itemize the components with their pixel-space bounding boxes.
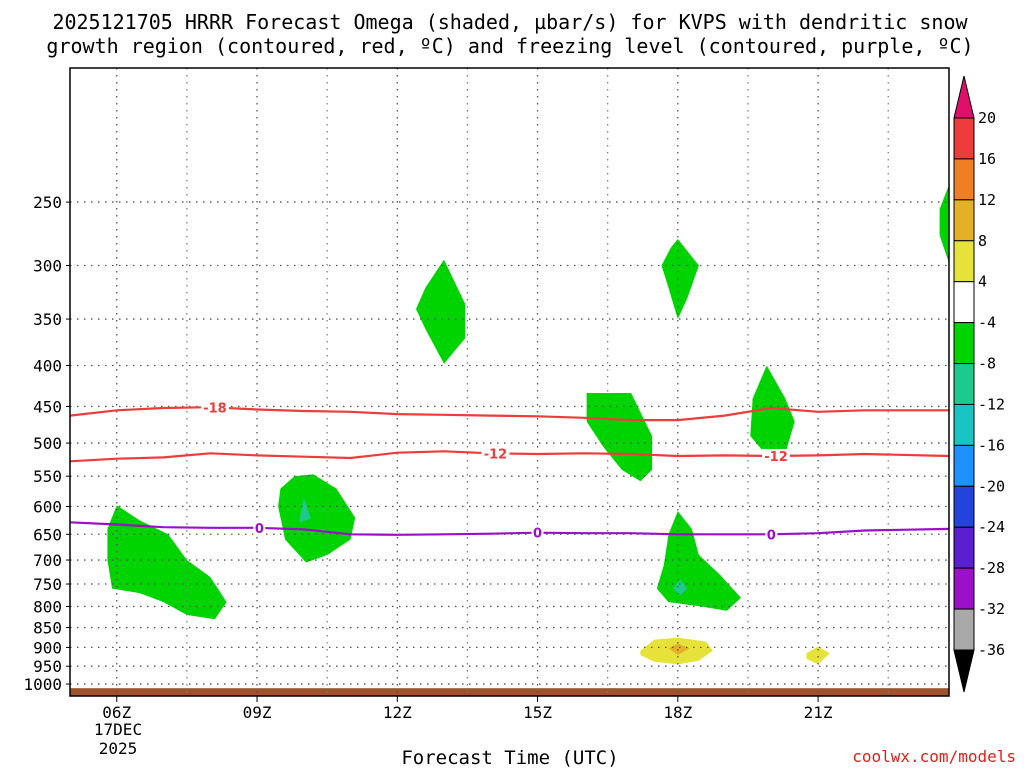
y-tick-label-1000: 1000 — [23, 675, 62, 694]
colorbar-box — [953, 608, 975, 651]
shaded-green-blob-f — [750, 365, 795, 458]
contour-label-freezing-level: 0 — [255, 522, 264, 537]
chart-title-line-2: growth region (contoured, red, ºC) and f… — [46, 34, 973, 58]
x-tick-label-09Z: 09Z — [243, 703, 272, 722]
colorbar: 20 16 12 8 4 -4 -8 -12 -16 -20 -24 -28 -32 -36 — [953, 75, 1005, 693]
y-tick-label-550: 550 — [33, 467, 62, 486]
colorbar-box — [953, 526, 975, 569]
shaded-teal-spot-a — [299, 497, 311, 523]
colorbar-box — [953, 281, 975, 324]
y-tick-label-300: 300 — [33, 256, 62, 275]
colorbar-bottom-arrow — [953, 649, 975, 693]
colorbar-label: 16 — [978, 150, 996, 168]
colorbar-box — [953, 444, 975, 487]
shaded-green-blob-e — [586, 393, 653, 482]
y-tick-label-400: 400 — [33, 356, 62, 375]
contour-label-freezing-level: 0 — [533, 527, 542, 542]
credit-text: coolwx.com/models — [852, 747, 1016, 766]
colorbar-box — [953, 485, 975, 528]
colorbar-label: -8 — [978, 355, 996, 373]
contour-label-bg — [481, 446, 510, 461]
contour-label-bg — [200, 400, 229, 415]
shaded-orange-spot — [668, 643, 690, 656]
colorbar-box — [953, 240, 975, 283]
x-tick-label-12Z: 12Z — [383, 703, 412, 722]
colorbar-box — [953, 199, 975, 242]
y-tick-label-700: 700 — [33, 551, 62, 570]
colorbar-label: -16 — [978, 436, 1005, 454]
colorbar-top-arrow — [953, 75, 975, 119]
colorbar-label: -28 — [978, 559, 1005, 577]
y-tick-label-650: 650 — [33, 525, 62, 544]
colorbar-box — [953, 403, 975, 446]
shaded-green-blob-a — [107, 505, 227, 620]
contour-freezing-level — [70, 521, 949, 536]
y-tick-label-750: 750 — [33, 575, 62, 594]
shaded-teal-spot-b — [673, 579, 688, 596]
chart-title-line-1: 2025121705 HRRR Forecast Omega (shaded, … — [52, 10, 968, 34]
shaded-green-blob-d — [661, 239, 699, 320]
colorbar-box — [953, 117, 975, 160]
colorbar-label: -4 — [978, 314, 996, 332]
colorbar-box — [953, 158, 975, 201]
shaded-green-blob-b — [278, 474, 356, 563]
y-tick-label-500: 500 — [33, 434, 62, 453]
contour-label-bg — [762, 448, 791, 463]
y-tick-label-800: 800 — [33, 597, 62, 616]
x-tick-label-21Z: 21Z — [804, 703, 833, 722]
contour-label-freezing-level: 0 — [767, 528, 776, 543]
plot-contents: -18 -12 -12 0 0 0 — [70, 68, 949, 696]
x-tick-label-15Z: 15Z — [523, 703, 552, 722]
colorbar-label: -12 — [978, 395, 1005, 413]
colorbar-box — [953, 322, 975, 365]
y-tick-label-850: 850 — [33, 619, 62, 638]
y-tick-label-250: 250 — [33, 193, 62, 212]
colorbar-label: 20 — [978, 109, 996, 127]
terrain-strip — [70, 688, 949, 696]
colorbar-box — [953, 567, 975, 610]
contour-label-dgz-minus12: -12 — [764, 450, 788, 465]
colorbar-label: -20 — [978, 477, 1005, 495]
plot-area: -18 -12 -12 0 0 0 250 300 350 400 450 500 550 600 650 7… — [23, 67, 950, 722]
colorbar-label: 8 — [978, 232, 987, 250]
colorbar-label: -36 — [978, 641, 1005, 659]
shaded-green-blob-g — [656, 511, 741, 611]
x-tick-label-18Z: 18Z — [663, 703, 692, 722]
colorbar-box — [953, 363, 975, 405]
date-label-day: 17DEC — [94, 720, 142, 739]
y-tick-label-350: 350 — [33, 310, 62, 329]
y-tick-label-450: 450 — [33, 397, 62, 416]
colorbar-label: -24 — [978, 518, 1005, 536]
contour-label-bg — [253, 520, 266, 535]
colorbar-label: 4 — [978, 273, 987, 291]
contour-label-bg — [531, 525, 544, 540]
shaded-green-blob-c — [416, 259, 466, 364]
contour-label-bg — [765, 527, 778, 542]
colorbar-label: 12 — [978, 191, 996, 209]
contour-label-dgz-minus18: -18 — [203, 401, 227, 416]
colorbar-label: -32 — [978, 600, 1005, 618]
x-axis-label: Forecast Time (UTC) — [401, 747, 618, 768]
shaded-green-blob-h — [939, 185, 949, 264]
plot-frame — [69, 67, 950, 697]
shaded-yellow-blob-b — [806, 646, 830, 665]
date-label-year: 2025 — [99, 739, 138, 758]
y-tick-label-600: 600 — [33, 497, 62, 516]
contour-label-dgz-minus12: -12 — [484, 447, 508, 462]
x-tick-label-06Z: 06Z — [102, 703, 131, 722]
contour-dgz-minus12 — [70, 450, 949, 463]
y-tick-label-950: 950 — [33, 657, 62, 676]
y-tick-label-900: 900 — [33, 638, 62, 657]
